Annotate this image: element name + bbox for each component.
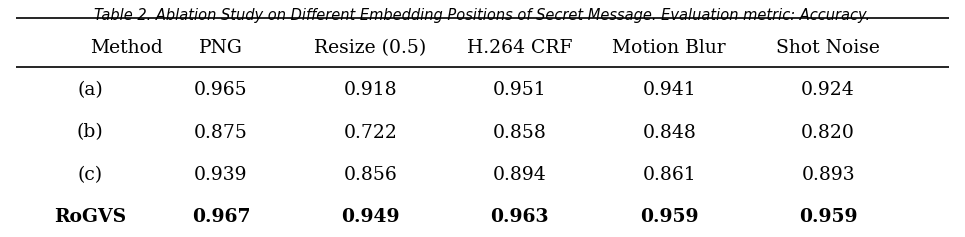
Text: Motion Blur: Motion Blur [613, 39, 726, 57]
Text: 0.858: 0.858 [493, 123, 547, 141]
Text: 0.963: 0.963 [490, 208, 549, 226]
Text: 0.861: 0.861 [643, 166, 696, 184]
Text: 0.820: 0.820 [801, 123, 855, 141]
Text: 0.893: 0.893 [801, 166, 855, 184]
Text: 0.918: 0.918 [344, 81, 398, 99]
Text: 0.951: 0.951 [493, 81, 546, 99]
Text: 0.949: 0.949 [342, 208, 400, 226]
Text: 0.959: 0.959 [640, 208, 699, 226]
Text: (a): (a) [77, 81, 103, 99]
Text: 0.856: 0.856 [344, 166, 398, 184]
Text: Table 2. Ablation Study on Different Embedding Positions of Secret Message. Eval: Table 2. Ablation Study on Different Emb… [95, 9, 870, 23]
Text: (b): (b) [77, 123, 103, 141]
Text: PNG: PNG [199, 39, 243, 57]
Text: 0.959: 0.959 [799, 208, 857, 226]
Text: 0.967: 0.967 [192, 208, 250, 226]
Text: 0.965: 0.965 [194, 81, 248, 99]
Text: 0.924: 0.924 [801, 81, 855, 99]
Text: 0.939: 0.939 [194, 166, 248, 184]
Text: 0.894: 0.894 [493, 166, 547, 184]
Text: Resize (0.5): Resize (0.5) [315, 39, 427, 57]
Text: 0.722: 0.722 [344, 123, 398, 141]
Text: 0.848: 0.848 [643, 123, 696, 141]
Text: 0.875: 0.875 [194, 123, 248, 141]
Text: Method: Method [91, 39, 163, 57]
Text: 0.941: 0.941 [643, 81, 696, 99]
Text: (c): (c) [77, 166, 103, 184]
Text: RoGVS: RoGVS [54, 208, 126, 226]
Text: Shot Noise: Shot Noise [776, 39, 880, 57]
Text: H.264 CRF: H.264 CRF [467, 39, 572, 57]
